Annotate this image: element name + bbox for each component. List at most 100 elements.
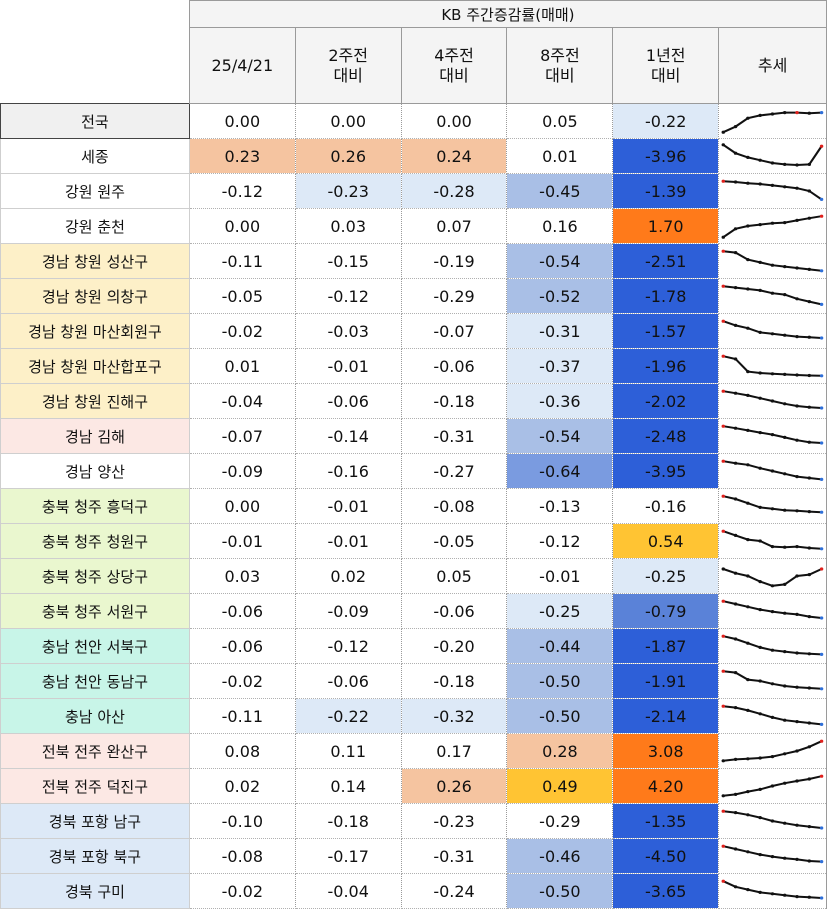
value-cell[interactable]: -0.14 [294,418,402,454]
value-cell[interactable]: -0.09 [294,593,402,629]
value-cell[interactable]: -0.01 [294,348,402,384]
value-cell[interactable]: -0.45 [506,173,614,209]
value-cell[interactable]: -0.09 [188,453,296,489]
value-cell[interactable]: -1.35 [612,803,720,839]
value-cell[interactable]: -0.12 [188,173,296,209]
region-cell[interactable]: 경북 구미 [0,873,190,909]
value-cell[interactable]: -0.27 [400,453,508,489]
value-cell[interactable]: -0.17 [294,838,402,874]
region-cell[interactable]: 세종 [0,138,190,174]
value-cell[interactable]: -0.12 [294,278,402,314]
region-cell[interactable]: 충남 아산 [0,698,190,734]
trend-sparkline[interactable] [718,418,827,454]
trend-sparkline[interactable] [718,873,827,909]
region-cell[interactable]: 전국 [0,103,190,139]
value-cell[interactable]: 0.07 [400,208,508,244]
value-cell[interactable]: -0.06 [188,593,296,629]
region-cell[interactable]: 충남 천안 동남구 [0,663,190,699]
trend-sparkline[interactable] [718,488,827,524]
value-cell[interactable]: -0.12 [294,628,402,664]
value-cell[interactable]: 0.03 [188,558,296,594]
value-cell[interactable]: -0.25 [506,593,614,629]
value-cell[interactable]: 0.03 [294,208,402,244]
trend-sparkline[interactable] [718,558,827,594]
value-cell[interactable]: -0.07 [400,313,508,349]
value-cell[interactable]: -0.06 [400,593,508,629]
value-cell[interactable]: 0.16 [506,208,614,244]
value-cell[interactable]: -0.24 [400,873,508,909]
region-cell[interactable]: 경남 양산 [0,453,190,489]
value-cell[interactable]: -2.48 [612,418,720,454]
trend-sparkline[interactable] [718,698,827,734]
value-cell[interactable]: -0.11 [188,243,296,279]
trend-sparkline[interactable] [718,208,827,244]
region-cell[interactable]: 충북 청주 상당구 [0,558,190,594]
value-cell[interactable]: 4.20 [612,768,720,804]
value-cell[interactable]: 0.00 [188,103,296,139]
value-cell[interactable]: -0.01 [188,523,296,559]
trend-sparkline[interactable] [718,523,827,559]
value-cell[interactable]: -0.50 [506,663,614,699]
value-cell[interactable]: -0.64 [506,453,614,489]
trend-sparkline[interactable] [718,173,827,209]
value-cell[interactable]: -0.01 [294,523,402,559]
value-cell[interactable]: -0.28 [400,173,508,209]
region-cell[interactable]: 경남 창원 진해구 [0,383,190,419]
value-cell[interactable]: -0.20 [400,628,508,664]
trend-sparkline[interactable] [718,453,827,489]
column-header[interactable]: 25/4/21 [188,27,296,104]
region-cell[interactable]: 충북 청주 청원구 [0,523,190,559]
value-cell[interactable]: 0.02 [188,768,296,804]
region-cell[interactable]: 강원 원주 [0,173,190,209]
value-cell[interactable]: -0.05 [188,278,296,314]
value-cell[interactable]: 0.49 [506,768,614,804]
trend-sparkline[interactable] [718,278,827,314]
trend-sparkline[interactable] [718,593,827,629]
value-cell[interactable]: -0.11 [188,698,296,734]
value-cell[interactable]: -0.25 [612,558,720,594]
value-cell[interactable]: -0.06 [188,628,296,664]
value-cell[interactable]: -1.87 [612,628,720,664]
value-cell[interactable]: -0.37 [506,348,614,384]
value-cell[interactable]: -0.22 [612,103,720,139]
region-cell[interactable]: 경북 포항 북구 [0,838,190,874]
value-cell[interactable]: -1.91 [612,663,720,699]
trend-sparkline[interactable] [718,383,827,419]
value-cell[interactable]: -0.32 [400,698,508,734]
region-cell[interactable]: 경남 창원 의창구 [0,278,190,314]
value-cell[interactable]: 0.05 [400,558,508,594]
value-cell[interactable]: -0.50 [506,698,614,734]
column-header[interactable]: 8주전 대비 [506,27,614,104]
region-cell[interactable]: 충북 청주 흥덕구 [0,488,190,524]
value-cell[interactable]: -0.18 [400,383,508,419]
value-cell[interactable]: 0.01 [506,138,614,174]
value-cell[interactable]: -0.16 [612,488,720,524]
value-cell[interactable]: -0.29 [400,278,508,314]
trend-sparkline[interactable] [718,348,827,384]
value-cell[interactable]: -0.31 [506,313,614,349]
trend-sparkline[interactable] [718,103,827,139]
value-cell[interactable]: -2.14 [612,698,720,734]
value-cell[interactable]: -0.52 [506,278,614,314]
value-cell[interactable]: -3.96 [612,138,720,174]
value-cell[interactable]: 0.11 [294,733,402,769]
value-cell[interactable]: -3.95 [612,453,720,489]
value-cell[interactable]: -0.19 [400,243,508,279]
value-cell[interactable]: -0.02 [188,663,296,699]
value-cell[interactable]: -0.18 [294,803,402,839]
trend-sparkline[interactable] [718,243,827,279]
value-cell[interactable]: 0.05 [506,103,614,139]
trend-sparkline[interactable] [718,838,827,874]
value-cell[interactable]: -0.01 [506,558,614,594]
value-cell[interactable]: 0.00 [400,103,508,139]
value-cell[interactable]: -0.54 [506,243,614,279]
value-cell[interactable]: -1.39 [612,173,720,209]
value-cell[interactable]: -0.06 [400,348,508,384]
value-cell[interactable]: -0.18 [400,663,508,699]
value-cell[interactable]: -0.23 [294,173,402,209]
value-cell[interactable]: -0.01 [294,488,402,524]
region-cell[interactable]: 경남 창원 성산구 [0,243,190,279]
value-cell[interactable]: -1.96 [612,348,720,384]
region-cell[interactable]: 충남 천안 서북구 [0,628,190,664]
value-cell[interactable]: 0.02 [294,558,402,594]
